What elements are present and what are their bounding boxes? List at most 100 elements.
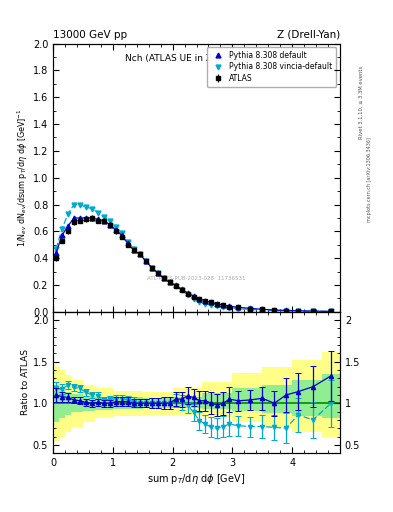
Pythia 8.308 vincia-default [167,279,172,285]
Legend: Pythia 8.308 default, Pythia 8.308 vincia-default, ATLAS: Pythia 8.308 default, Pythia 8.308 vinci… [207,47,336,87]
Bar [202,381,232,417]
Bar [322,374,352,418]
Bar [232,373,262,421]
Pythia 8.308 vincia-default [272,308,277,314]
Bar [53,366,59,441]
Pythia 8.308 vincia-default [248,306,253,312]
Pythia 8.308 default [131,247,136,253]
X-axis label: sum p$_T$/d$\eta$ d$\phi$ [GeV]: sum p$_T$/d$\eta$ d$\phi$ [GeV] [147,472,246,486]
Pythia 8.308 vincia-default [107,218,112,224]
Pythia 8.308 default [167,279,172,285]
Bar [95,397,113,410]
Pythia 8.308 default [185,290,190,296]
Pythia 8.308 vincia-default [227,305,232,311]
Pythia 8.308 default [329,308,333,314]
Text: mcplots.cern.ch [arXiv:1306.3436]: mcplots.cern.ch [arXiv:1306.3436] [367,137,372,222]
Pythia 8.308 vincia-default [77,201,82,207]
Pythia 8.308 vincia-default [66,211,70,217]
Pythia 8.308 default [54,250,59,256]
Bar [292,380,322,416]
Pythia 8.308 default [197,295,202,302]
Bar [143,398,173,408]
Line: Pythia 8.308 default: Pythia 8.308 default [53,216,333,314]
Pythia 8.308 default [203,298,208,304]
Pythia 8.308 vincia-default [197,298,202,305]
Pythia 8.308 default [143,258,148,264]
Pythia 8.308 default [95,216,100,222]
Pythia 8.308 vincia-default [131,246,136,252]
Bar [59,370,65,437]
Pythia 8.308 vincia-default [119,230,124,236]
Bar [83,385,95,421]
Bar [71,380,83,426]
Text: Z (Drell-Yan): Z (Drell-Yan) [277,30,340,40]
Pythia 8.308 default [215,301,220,307]
Bar [143,392,173,415]
Pythia 8.308 default [209,300,214,306]
Bar [71,394,83,412]
Pythia 8.308 vincia-default [60,226,64,232]
Pythia 8.308 default [221,302,226,308]
Pythia 8.308 default [191,293,196,299]
Pythia 8.308 vincia-default [95,209,100,216]
Line: Pythia 8.308 vincia-default: Pythia 8.308 vincia-default [53,202,333,314]
Pythia 8.308 default [107,222,112,228]
Pythia 8.308 default [119,232,124,239]
Pythia 8.308 vincia-default [143,258,148,264]
Pythia 8.308 vincia-default [215,303,220,309]
Bar [113,391,143,416]
Pythia 8.308 vincia-default [114,224,118,230]
Bar [113,397,143,409]
Pythia 8.308 default [149,265,154,271]
Bar [292,360,322,432]
Pythia 8.308 default [155,270,160,276]
Bar [262,385,292,413]
Bar [322,352,352,437]
Pythia 8.308 vincia-default [54,246,59,252]
Bar [95,388,113,418]
Pythia 8.308 vincia-default [209,302,214,308]
Pythia 8.308 vincia-default [284,308,288,314]
Pythia 8.308 vincia-default [236,306,241,312]
Pythia 8.308 vincia-default [138,251,142,257]
Pythia 8.308 default [296,308,301,314]
Pythia 8.308 vincia-default [185,292,190,298]
Pythia 8.308 default [284,307,288,313]
Pythia 8.308 vincia-default [72,201,76,207]
Pythia 8.308 vincia-default [260,307,264,313]
Pythia 8.308 vincia-default [161,275,166,282]
Bar [173,388,202,415]
Pythia 8.308 default [311,308,316,314]
Bar [173,397,202,408]
Text: Rivet 3.1.10, ≥ 3.3M events: Rivet 3.1.10, ≥ 3.3M events [358,66,363,139]
Pythia 8.308 default [260,306,264,312]
Pythia 8.308 vincia-default [149,265,154,271]
Text: 13000 GeV pp: 13000 GeV pp [53,30,127,40]
Bar [65,392,71,415]
Pythia 8.308 default [77,215,82,221]
Pythia 8.308 default [72,215,76,221]
Pythia 8.308 default [161,275,166,282]
Y-axis label: Ratio to ATLAS: Ratio to ATLAS [21,350,30,416]
Y-axis label: 1/N$_{ev}$ dN$_{ev}$/dsum p$_T$/d$\eta$ d$\phi$ [GeV]$^{-1}$: 1/N$_{ev}$ dN$_{ev}$/dsum p$_T$/d$\eta$ … [16,109,30,247]
Pythia 8.308 default [66,223,70,229]
Pythia 8.308 vincia-default [311,308,316,314]
Pythia 8.308 default [101,218,106,224]
Pythia 8.308 vincia-default [84,204,88,210]
Pythia 8.308 vincia-default [203,301,208,307]
Pythia 8.308 default [179,286,184,292]
Pythia 8.308 vincia-default [179,287,184,293]
Pythia 8.308 vincia-default [155,270,160,276]
Text: Nch (ATLAS UE in Z production): Nch (ATLAS UE in Z production) [125,54,268,63]
Pythia 8.308 vincia-default [125,239,130,245]
Pythia 8.308 vincia-default [329,308,333,314]
Bar [202,393,232,409]
Bar [232,388,262,411]
Pythia 8.308 default [60,232,64,239]
Pythia 8.308 default [114,227,118,233]
Pythia 8.308 default [125,240,130,246]
Text: ATL-PHYS-PUB-2023-028  11736531: ATL-PHYS-PUB-2023-028 11736531 [147,275,246,281]
Pythia 8.308 default [248,305,253,311]
Pythia 8.308 default [173,282,178,288]
Pythia 8.308 default [90,215,94,221]
